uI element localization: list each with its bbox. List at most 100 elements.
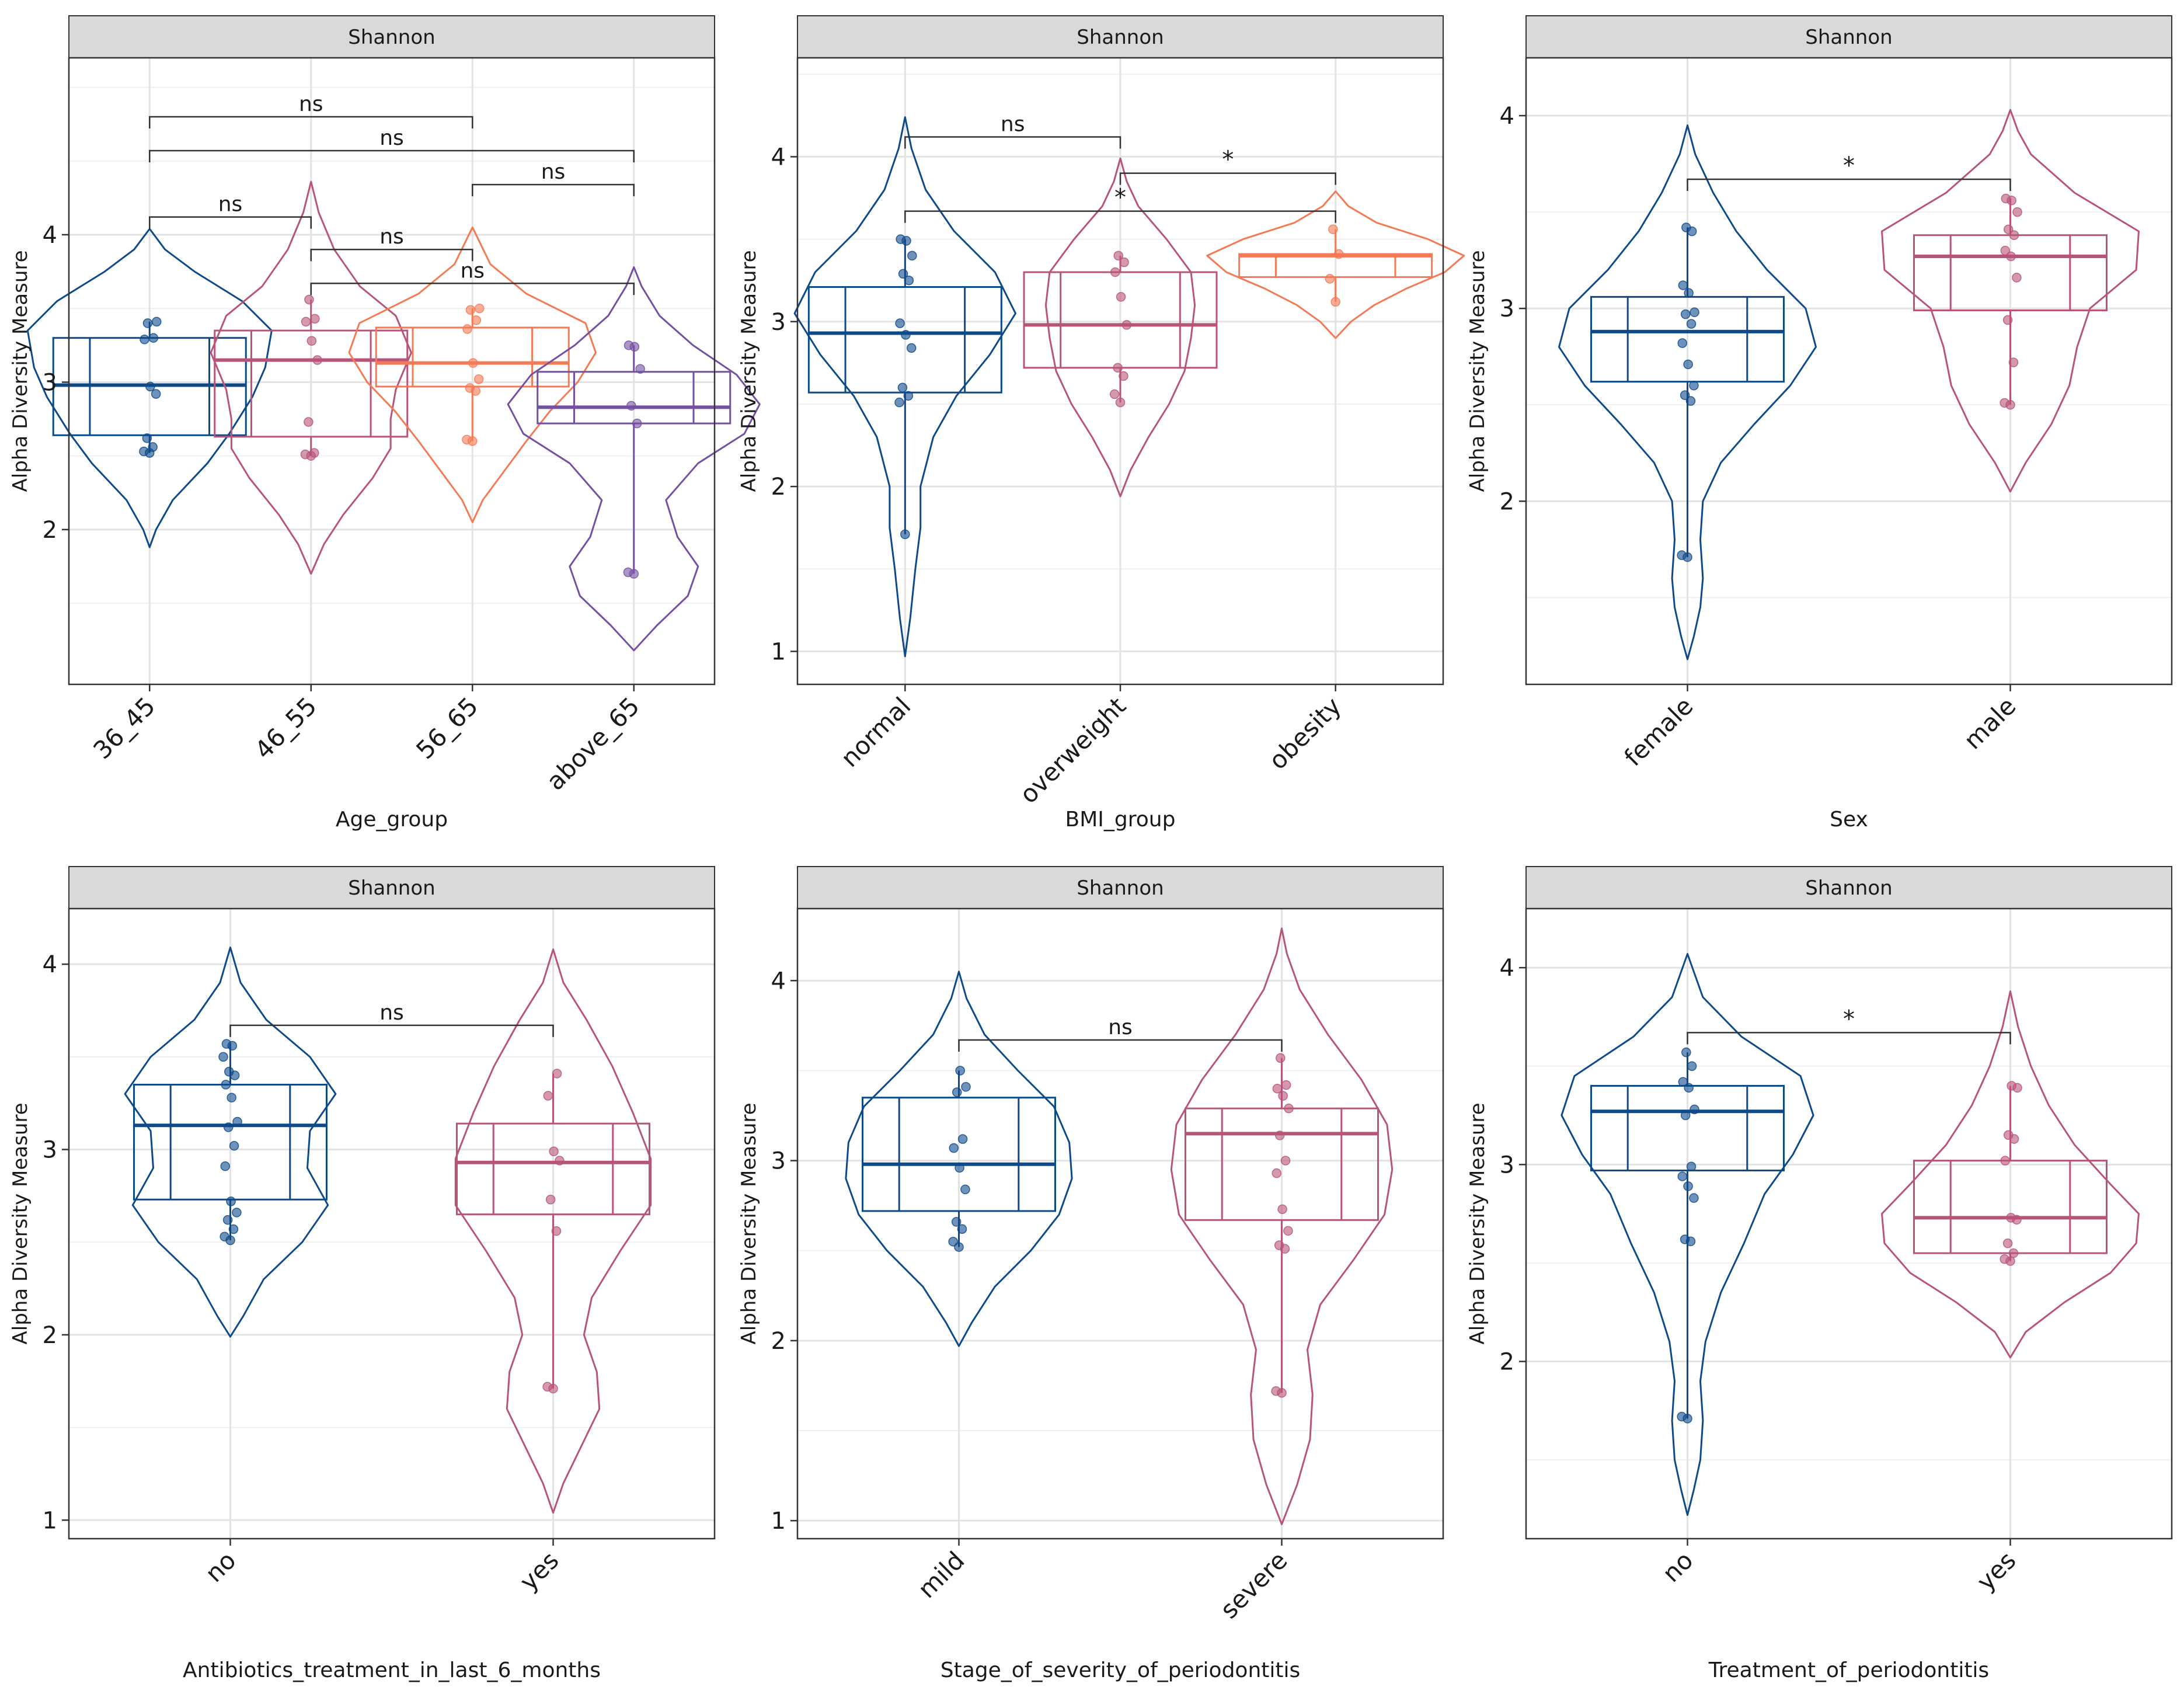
panel-border bbox=[1525, 57, 2173, 686]
y-axis-label: Alpha Diversity Measure bbox=[1466, 1102, 1489, 1344]
panel-antibiotics-treatment: Shannon ns 1 2 3 4 Alpha Diversity Measure no ye… bbox=[9, 866, 716, 1682]
data-point bbox=[152, 316, 162, 327]
x-tick-label: yes bbox=[1971, 1546, 2022, 1596]
x-tick-label: 56_65 bbox=[410, 691, 483, 764]
data-point bbox=[895, 318, 905, 328]
violin-yes bbox=[1881, 990, 2140, 1359]
y-axis-label: Alpha Diversity Measure bbox=[737, 1102, 761, 1344]
data-point bbox=[1684, 288, 1694, 298]
data-point bbox=[304, 417, 314, 427]
data-point bbox=[221, 1080, 231, 1090]
data-point bbox=[227, 1093, 236, 1102]
data-point bbox=[1683, 1181, 1693, 1191]
data-point bbox=[2002, 315, 2013, 325]
data-point bbox=[218, 1052, 228, 1062]
x-tick-label: obesity bbox=[1263, 691, 1347, 775]
data-point bbox=[952, 1087, 962, 1097]
violin-yes bbox=[454, 948, 652, 1514]
data-point bbox=[2007, 1081, 2016, 1091]
data-point bbox=[1284, 1103, 1294, 1114]
data-point bbox=[957, 1224, 967, 1234]
data-point bbox=[224, 1067, 234, 1077]
data-point bbox=[142, 318, 153, 328]
data-point bbox=[140, 334, 149, 345]
data-point bbox=[549, 1146, 559, 1156]
x-tick-label: above_65 bbox=[541, 691, 645, 795]
y-tick-label: 3 bbox=[1500, 1152, 1514, 1178]
data-point bbox=[1690, 1104, 1699, 1115]
significance-bracket bbox=[904, 210, 1336, 223]
strip-label: Shannon bbox=[1077, 876, 1164, 900]
data-point bbox=[1683, 359, 1693, 370]
data-point bbox=[545, 1194, 556, 1205]
data-point bbox=[222, 1215, 233, 1225]
data-point bbox=[1113, 363, 1123, 373]
x-axis-label: Treatment_of_periodontitis bbox=[1708, 1658, 1989, 1682]
y-tick-label: 4 bbox=[43, 222, 57, 249]
data-point bbox=[904, 275, 914, 286]
data-point bbox=[1689, 1193, 1699, 1203]
data-point bbox=[475, 303, 485, 314]
data-point bbox=[300, 449, 311, 460]
data-point bbox=[907, 251, 917, 261]
data-point bbox=[2002, 1238, 2013, 1248]
y-tick-label: 2 bbox=[771, 1328, 786, 1355]
y-tick-label: 2 bbox=[43, 517, 57, 544]
y-tick-label: 2 bbox=[1500, 1349, 1514, 1376]
violin-female bbox=[1558, 124, 1817, 660]
data-point bbox=[623, 567, 633, 578]
data-point bbox=[1278, 1091, 1288, 1101]
violin-no bbox=[1561, 953, 1814, 1516]
data-point bbox=[309, 448, 319, 458]
data-point bbox=[151, 389, 161, 399]
data-point bbox=[900, 529, 910, 540]
data-point bbox=[473, 374, 484, 384]
violin-obesity bbox=[1206, 190, 1465, 339]
panel-age-group: Shannon ns ns ns ns ns ns 2 3 4 Alpha Diversity Me… bbox=[9, 15, 761, 832]
data-point bbox=[312, 355, 322, 365]
significance-label: ns bbox=[460, 259, 485, 283]
data-point bbox=[906, 343, 917, 353]
panel-sex: Shannon * 2 3 4 Alpha Diversity Measure female… bbox=[1466, 15, 2173, 832]
panel-bmi-group: Shannon ns * * 1 2 3 4 Alpha Diversity Measure no… bbox=[737, 15, 1465, 832]
x-tick-label: normal bbox=[835, 691, 917, 773]
significance-bracket bbox=[472, 183, 635, 197]
x-axis-label: Age_group bbox=[336, 808, 448, 832]
data-point bbox=[551, 1226, 562, 1236]
data-point bbox=[2012, 207, 2022, 217]
y-tick-label: 1 bbox=[771, 639, 786, 666]
significance-label: ns bbox=[1001, 113, 1025, 137]
data-point bbox=[1281, 1080, 1291, 1090]
data-point bbox=[897, 382, 908, 392]
strip-header bbox=[68, 866, 715, 909]
data-point bbox=[2000, 398, 2009, 408]
data-point bbox=[955, 1163, 964, 1173]
data-point bbox=[1678, 280, 1688, 290]
data-point bbox=[2003, 1130, 2014, 1140]
y-tick-label: 2 bbox=[1500, 488, 1514, 515]
data-point bbox=[948, 1237, 958, 1247]
plot-background bbox=[69, 909, 715, 1539]
panel-border bbox=[68, 57, 716, 686]
data-point bbox=[1678, 1077, 1688, 1087]
violin-46_55 bbox=[210, 180, 412, 575]
significance-label: ns bbox=[1108, 1015, 1133, 1039]
x-tick-label: male bbox=[1958, 691, 2021, 754]
panel-stage-of-severity: Shannon ns 1 2 3 4 Alpha Diversity Measure mild… bbox=[737, 866, 1444, 1682]
data-point bbox=[1686, 319, 1697, 329]
x-tick-label: overweight bbox=[1014, 691, 1131, 809]
y-axis-label: Alpha Diversity Measure bbox=[9, 250, 32, 492]
significance-label: * bbox=[1843, 152, 1855, 179]
data-point bbox=[955, 1066, 965, 1076]
significance-bracket bbox=[1687, 1032, 2011, 1045]
data-point bbox=[1686, 1161, 1697, 1171]
data-point bbox=[2008, 357, 2019, 367]
significance-bracket bbox=[1687, 178, 2011, 191]
data-point bbox=[145, 381, 155, 392]
significance-label: ns bbox=[218, 193, 243, 217]
data-point bbox=[1115, 397, 1126, 408]
strip-header bbox=[797, 866, 1444, 909]
data-point bbox=[555, 1156, 565, 1166]
strip-label: Shannon bbox=[348, 26, 435, 49]
data-point bbox=[635, 364, 645, 374]
